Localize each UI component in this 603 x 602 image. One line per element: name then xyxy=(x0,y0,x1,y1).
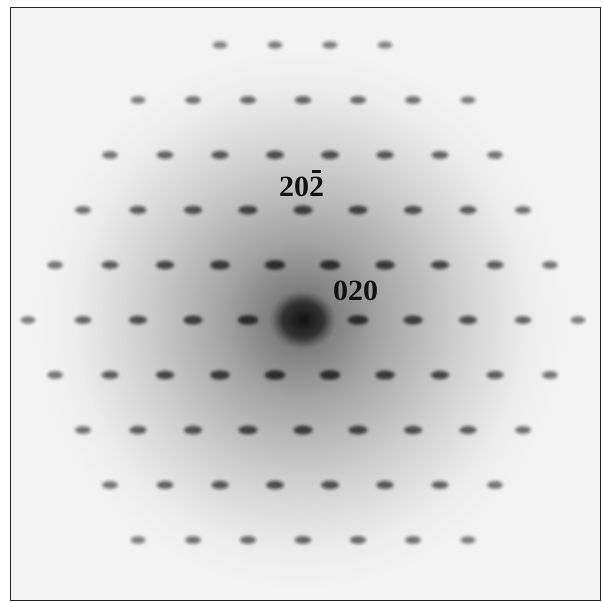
diffraction-spot xyxy=(322,41,338,49)
diffraction-spot xyxy=(404,205,422,215)
diffraction-spot xyxy=(321,150,339,160)
diffraction-spot xyxy=(212,41,228,49)
diffraction-spot xyxy=(47,371,63,379)
diffraction-spot xyxy=(404,425,422,435)
diffraction-spot xyxy=(264,260,286,270)
diffraction-spot xyxy=(319,370,341,380)
diffraction-spot xyxy=(266,150,284,160)
diffraction-spot xyxy=(237,315,259,325)
diffraction-spot xyxy=(460,96,476,104)
diffraction-spot xyxy=(515,206,531,214)
diffraction-spot xyxy=(405,96,421,104)
diffraction-spot xyxy=(102,481,118,489)
diffraction-spot xyxy=(75,206,91,214)
diffraction-spot xyxy=(130,536,146,544)
diffraction-spot xyxy=(129,205,147,215)
diffraction-spot xyxy=(238,205,258,215)
diffraction-spot xyxy=(266,480,284,490)
diffraction-spot xyxy=(184,425,202,435)
diffraction-spot xyxy=(514,316,532,324)
diffraction-spot xyxy=(515,426,531,434)
diffraction-spot xyxy=(347,315,369,325)
diffraction-spots xyxy=(20,41,586,544)
diffraction-spot xyxy=(185,96,201,104)
diffraction-spot xyxy=(101,370,119,380)
diffraction-spot xyxy=(74,316,92,324)
diffraction-spot xyxy=(239,536,257,544)
diffraction-spot xyxy=(486,260,504,270)
diffraction-spot xyxy=(294,536,312,544)
diffraction-spot xyxy=(459,205,477,215)
diffraction-spot xyxy=(487,481,503,489)
diffraction-spot xyxy=(293,205,313,215)
diffraction-spot xyxy=(294,96,312,104)
diffraction-spot xyxy=(211,150,229,160)
diffraction-pattern-frame: 202 020 xyxy=(10,7,601,601)
diffraction-spot xyxy=(431,150,449,160)
diffraction-spot xyxy=(431,480,449,490)
diffraction-spot xyxy=(183,315,203,325)
diffraction-spot xyxy=(75,426,91,434)
diffraction-spot xyxy=(376,150,394,160)
miller-index-label-020: 020 xyxy=(333,274,378,307)
diffraction-spot xyxy=(20,316,36,324)
diffraction-spot xyxy=(348,205,368,215)
diffraction-spot xyxy=(101,260,119,270)
miller-index-label-202bar: 202 xyxy=(279,170,324,203)
diffraction-spot xyxy=(156,481,174,489)
diffraction-spot xyxy=(130,96,146,104)
diffraction-spot xyxy=(349,536,367,544)
central-beam xyxy=(269,290,337,350)
diffraction-spot xyxy=(405,536,421,544)
diffraction-spot xyxy=(239,96,257,104)
diffraction-spot xyxy=(210,260,230,270)
diffraction-spot xyxy=(155,260,175,270)
diffraction-spot xyxy=(459,425,477,435)
diffraction-spot xyxy=(403,315,423,325)
diffraction-spot xyxy=(459,315,477,325)
diffraction-spot xyxy=(129,425,147,435)
diffraction-spot xyxy=(155,370,175,380)
diffraction-spot xyxy=(129,315,147,325)
diffraction-pattern xyxy=(11,8,600,600)
diffraction-spot xyxy=(238,425,258,435)
diffraction-spot xyxy=(375,260,395,270)
diffraction-spot xyxy=(487,151,503,159)
diffraction-spot xyxy=(210,370,230,380)
diffraction-spot xyxy=(47,261,63,269)
diffraction-spot xyxy=(319,260,341,270)
diffraction-spot xyxy=(570,316,586,324)
diffraction-spot xyxy=(293,425,313,435)
diffraction-spot xyxy=(460,536,476,544)
diffraction-spot xyxy=(349,96,367,104)
diffraction-spot xyxy=(185,536,201,544)
diffraction-spot xyxy=(348,425,368,435)
diffraction-spot xyxy=(267,41,283,49)
diffraction-spot xyxy=(430,260,450,270)
diffraction-spot xyxy=(377,41,393,49)
diffraction-spot xyxy=(542,371,558,379)
diffraction-spot xyxy=(184,205,202,215)
diffraction-spot xyxy=(321,480,339,490)
diffraction-spot xyxy=(102,151,118,159)
diffraction-spot xyxy=(264,370,286,380)
diffraction-spot xyxy=(430,370,450,380)
diffraction-spot xyxy=(375,370,395,380)
diffraction-spot xyxy=(211,480,229,490)
diffraction-spot xyxy=(542,261,558,269)
miller-index-prefix: 20 xyxy=(279,170,309,203)
diffraction-spot xyxy=(486,370,504,380)
diffraction-spot xyxy=(376,480,394,490)
diffraction-spot xyxy=(156,151,174,159)
miller-index-barred-digit: 2 xyxy=(309,170,324,203)
